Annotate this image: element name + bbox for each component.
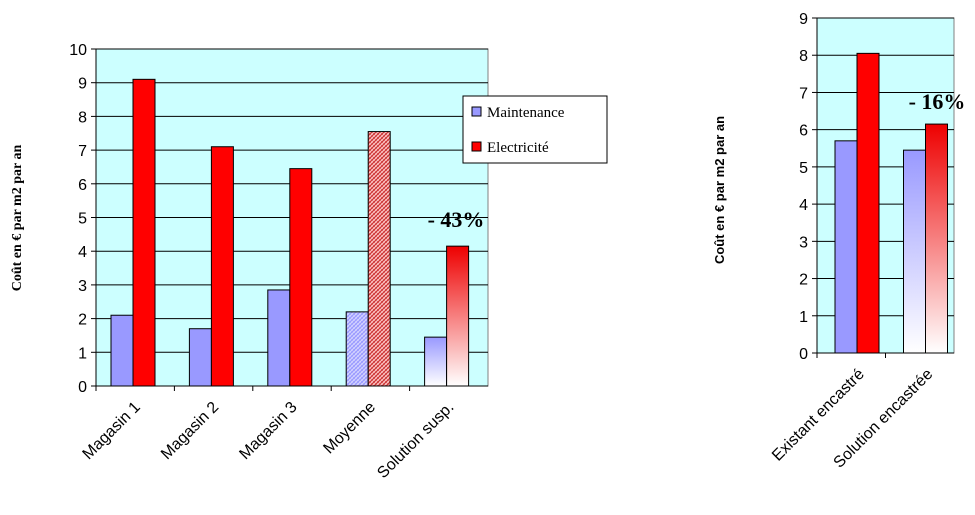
x-tick-label: Magasin 1 — [80, 399, 144, 463]
legend-label-maintenance: Maintenance — [487, 105, 565, 121]
y-tick-label: 4 — [799, 197, 808, 214]
legend: Maintenance Electricité — [462, 95, 608, 164]
bar-electricite — [367, 131, 391, 387]
gridlines-left — [96, 48, 488, 353]
chart-left: 0 1 2 3 4 5 6 7 8 9 10 Magasin 1 Magasin 2 Magasin 3… — [10, 42, 608, 482]
bar-maintenance — [267, 289, 291, 387]
y-axis-label-left: Coût en € par m2 par an — [10, 145, 25, 292]
y-tick-label: 8 — [78, 109, 87, 126]
y-tick-label: 1 — [78, 345, 87, 362]
legend-swatch-maintenance — [471, 106, 482, 117]
bar-maintenance — [188, 328, 212, 387]
x-tick-label: Magasin 2 — [158, 399, 222, 463]
bars-left — [110, 78, 470, 387]
x-tick-label: Moyenne — [320, 399, 379, 458]
y-tick-label: 3 — [799, 234, 808, 251]
y-tick-label: 0 — [78, 379, 87, 396]
annotation-left: - 43% — [428, 207, 485, 232]
y-tick-label: 5 — [78, 211, 87, 228]
y-tick-label: 0 — [799, 346, 808, 363]
bar-maintenance — [424, 336, 448, 387]
bar-maintenance — [345, 311, 369, 387]
bar-electricite — [210, 146, 234, 387]
bar-electricite — [289, 168, 313, 387]
bar-electricite — [856, 52, 880, 354]
legend-swatch-electricite — [471, 141, 482, 152]
y-axis-label-right: Coût en € par m2 par an — [712, 116, 727, 264]
y-tick-label: 5 — [799, 160, 808, 177]
y-tick-label: 4 — [78, 244, 87, 261]
annotation-right: - 16% — [909, 89, 966, 114]
y-tick-label: 10 — [69, 42, 87, 59]
y-tick-label: 9 — [78, 76, 87, 93]
y-tick-label: 6 — [78, 177, 87, 194]
bar-maintenance — [903, 149, 926, 354]
y-tick-label: 2 — [799, 272, 808, 289]
y-tick-label: 3 — [78, 278, 87, 295]
y-tick-label: 1 — [799, 309, 808, 326]
legend-box — [462, 95, 608, 164]
bar-electricite — [132, 78, 156, 387]
bar-maintenance — [834, 140, 858, 354]
bar-electricite — [446, 245, 470, 387]
x-tick-label: Solution susp. — [374, 399, 457, 482]
x-labels-left: Magasin 1 Magasin 2 Magasin 3 MoyenneSoluti… — [80, 399, 458, 482]
bar-electricite — [925, 123, 948, 354]
x-tick-label: Magasin 3 — [236, 399, 300, 463]
y-tick-label: 7 — [799, 85, 808, 102]
bars-right — [834, 52, 948, 354]
y-tick-label: 2 — [78, 312, 87, 329]
legend-label-electricite: Electricité — [487, 140, 549, 156]
y-tick-label: 8 — [799, 48, 808, 65]
y-tick-label: 7 — [78, 143, 87, 160]
y-ticks-left: 0 1 2 3 4 5 6 7 8 9 10 — [69, 42, 411, 396]
y-tick-label: 6 — [799, 123, 808, 140]
y-tick-label: 9 — [799, 11, 808, 28]
bar-maintenance — [110, 314, 134, 387]
y-ticks-right: 0 1 2 3 4 5 6 7 8 9 — [799, 11, 886, 363]
